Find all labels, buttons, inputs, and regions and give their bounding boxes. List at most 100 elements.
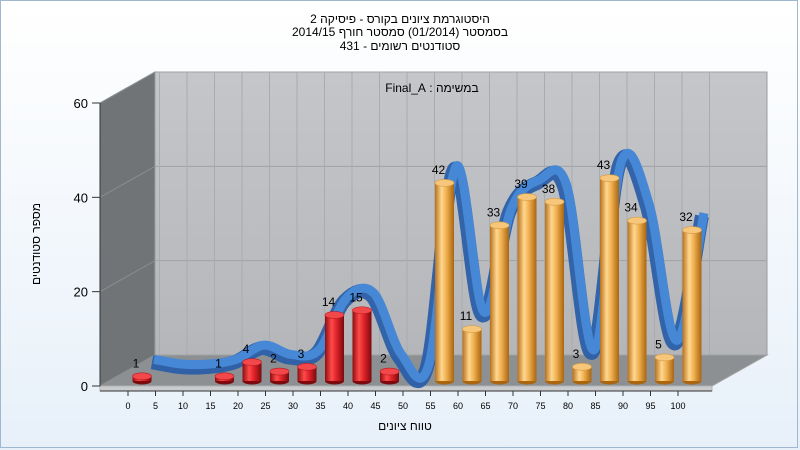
bar-body <box>270 371 289 381</box>
bar-value-label: 5 <box>655 337 662 351</box>
bar <box>352 306 372 385</box>
chart-side-wall <box>99 71 156 387</box>
bar <box>269 367 290 385</box>
x-tick-label: 70 <box>508 401 518 411</box>
bar-cap <box>682 226 702 234</box>
bar-value-label: 1 <box>215 356 222 370</box>
bar <box>654 353 675 385</box>
bar-cap <box>572 363 592 371</box>
x-axis-title: טווח ציונים <box>378 419 432 433</box>
grid-line-side <box>99 71 156 104</box>
y-axis-title: מספר סטודנטים <box>29 203 43 285</box>
bar <box>489 221 510 385</box>
bar-cap <box>242 358 262 366</box>
y-tick-label: 0 <box>81 379 88 394</box>
bar-body <box>600 178 619 381</box>
bar-body <box>572 366 592 381</box>
bar-value-label: 42 <box>432 163 446 177</box>
x-tick-label: 5 <box>153 401 158 411</box>
chart-title-line-2: בסמסטר (01/2014) סמסטר חורף 2014/15 <box>291 25 509 39</box>
x-tick-label: 10 <box>178 401 188 411</box>
bar-value-label: 39 <box>514 177 528 191</box>
bar <box>682 226 702 385</box>
trend-ribbon-line <box>153 148 709 383</box>
bar <box>132 372 152 385</box>
trend-ribbon <box>150 148 709 389</box>
bar-cap <box>132 372 152 381</box>
bar-cap <box>627 216 647 225</box>
bar-body <box>517 197 537 381</box>
chart-title-line-3: סטודנטים רשומים - 431 <box>339 39 461 53</box>
x-tick-label: 0 <box>125 401 130 411</box>
bar-cap <box>462 325 482 333</box>
bar-cap <box>324 311 345 319</box>
x-tick-label: 60 <box>453 401 463 411</box>
x-tick-label: 50 <box>398 401 408 411</box>
x-tick-label: 95 <box>645 401 655 411</box>
bar <box>379 367 400 385</box>
y-tick-label: 60 <box>74 96 88 111</box>
bar-body <box>462 329 482 381</box>
bar <box>517 193 537 385</box>
bar-cap <box>654 353 675 362</box>
x-tick-label: 65 <box>480 401 490 411</box>
x-tick-label: 40 <box>343 401 353 411</box>
grid-line-side <box>99 260 156 293</box>
bar-cap <box>269 367 290 376</box>
bar-value-label: 2 <box>380 352 387 366</box>
y-tick-label: 20 <box>74 285 88 300</box>
bar-body <box>655 357 674 381</box>
x-tick-label: 25 <box>260 401 270 411</box>
bar-body <box>435 182 454 381</box>
bar-body <box>627 220 647 381</box>
bar <box>544 197 565 385</box>
bar-value-label: 4 <box>243 342 250 356</box>
bar-value-label: 34 <box>624 201 638 215</box>
task-label: במשימה : Final_A <box>385 81 478 95</box>
bar <box>214 372 235 385</box>
bar-cap <box>517 193 537 201</box>
x-tick-label: 55 <box>425 401 435 411</box>
bar-value-label: 3 <box>573 347 580 361</box>
bar <box>242 358 262 385</box>
bar-body <box>682 230 702 381</box>
bar-cap <box>352 306 372 315</box>
grid-line-side <box>99 165 156 198</box>
chart-floor-front-edge <box>99 385 713 392</box>
chart-title-line-1: היסטוגרמת ציונים בקורס - פיסיקה 2 <box>310 12 490 26</box>
bar-body <box>325 314 344 381</box>
bar-value-label: 1 <box>133 356 140 370</box>
bar <box>599 174 620 385</box>
x-tick-label: 15 <box>205 401 215 411</box>
x-tick-label: 20 <box>233 401 243 411</box>
x-tick-label: 35 <box>315 401 325 411</box>
bar-cap <box>489 221 510 230</box>
bar-value-label: 2 <box>270 352 277 366</box>
x-tick-label: 80 <box>563 401 573 411</box>
bar <box>627 216 647 385</box>
x-tick-label: 90 <box>618 401 628 411</box>
bar-value-label: 11 <box>460 309 473 323</box>
x-tick-label: 45 <box>370 401 380 411</box>
x-tick-label: 75 <box>535 401 545 411</box>
bar-body <box>545 201 564 381</box>
bar-cap <box>297 363 317 371</box>
bar-value-label: 38 <box>542 182 556 196</box>
bar-value-label: 3 <box>298 347 305 361</box>
y-tick-label: 40 <box>74 190 88 205</box>
bar-value-label: 33 <box>487 205 501 219</box>
bar-body <box>380 371 399 381</box>
bar-cap <box>434 179 455 187</box>
bar-cap <box>599 174 620 182</box>
bar <box>297 363 317 385</box>
bar <box>324 311 345 385</box>
grid-line-side <box>99 354 156 387</box>
bar-cap <box>544 197 565 206</box>
bar-value-label: 15 <box>349 290 363 304</box>
bar-cap <box>379 367 400 376</box>
bars <box>132 174 702 385</box>
bar <box>462 325 482 385</box>
bar-value-label: 32 <box>679 210 693 224</box>
